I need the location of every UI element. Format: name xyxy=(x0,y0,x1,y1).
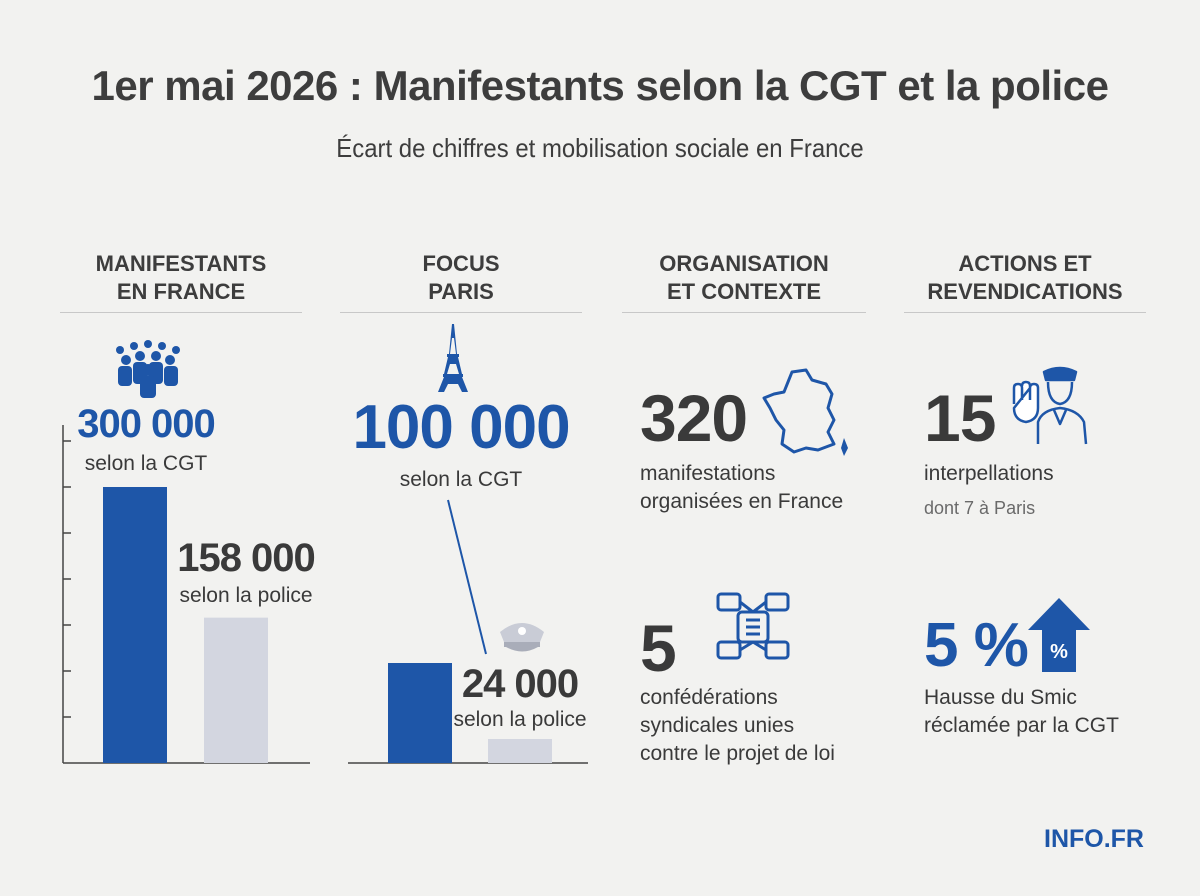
y-axis-ticks xyxy=(63,440,71,718)
interpellations-note: dont 7 à Paris xyxy=(924,498,1036,518)
bar-paris-police xyxy=(488,739,552,763)
brand-logo: INFO.FR xyxy=(1044,825,1144,853)
smic-percent: 5 % xyxy=(924,611,1029,680)
joined-hands-icon xyxy=(716,592,790,660)
bar-france-cgt xyxy=(103,487,167,763)
divider xyxy=(904,312,1146,313)
eiffel-tower-icon xyxy=(438,324,468,392)
connector-line xyxy=(447,499,487,655)
column-heading-france: MANIFESTANTS EN FRANCE xyxy=(95,251,267,304)
france-police-label: selon la police xyxy=(179,584,313,607)
bar-paris-cgt xyxy=(388,663,452,763)
bar-france-police xyxy=(204,617,268,763)
interpellations-label: interpellations xyxy=(924,462,1054,485)
column-heading-paris: FOCUS PARIS xyxy=(422,251,500,304)
crowd-icon xyxy=(116,340,180,398)
paris-police-value: 24 000 xyxy=(461,662,579,706)
chart-france xyxy=(62,340,310,764)
smic-label: Hausse du Smic réclamée par la CGT xyxy=(924,686,1119,737)
divider xyxy=(622,312,866,313)
confederations-label: confédérations syndicales unies contre l… xyxy=(640,686,835,765)
column-heading-organisation: ORGANISATION ET CONTEXTE xyxy=(659,251,829,304)
police-cap-icon xyxy=(500,623,544,652)
manifestations-count: 320 xyxy=(640,381,748,455)
svg-text:%: % xyxy=(1050,641,1068,663)
france-cgt-value: 300 000 xyxy=(77,402,216,446)
column-heading-actions: ACTIONS ET REVENDICATIONS xyxy=(927,251,1123,304)
paris-police-label: selon la police xyxy=(453,708,587,731)
france-cgt-label: selon la CGT xyxy=(84,452,208,475)
interpellations-count: 15 xyxy=(924,381,996,455)
page-subtitle: Écart de chiffres et mobilisation social… xyxy=(336,133,864,163)
france-police-value: 158 000 xyxy=(177,536,316,580)
france-map-icon xyxy=(762,368,848,456)
police-officer-icon xyxy=(1012,366,1088,445)
confederations-count: 5 xyxy=(640,611,677,685)
chart-paris xyxy=(348,324,588,764)
page-title: 1er mai 2026 : Manifestants selon la CGT… xyxy=(91,62,1109,109)
divider xyxy=(60,312,302,313)
arrow-up-percent-icon: % xyxy=(1028,598,1090,672)
paris-cgt-label: selon la CGT xyxy=(399,468,523,491)
divider xyxy=(340,312,582,313)
manifestations-label: manifestations organisées en France xyxy=(640,462,844,513)
paris-cgt-value: 100 000 xyxy=(352,393,570,462)
